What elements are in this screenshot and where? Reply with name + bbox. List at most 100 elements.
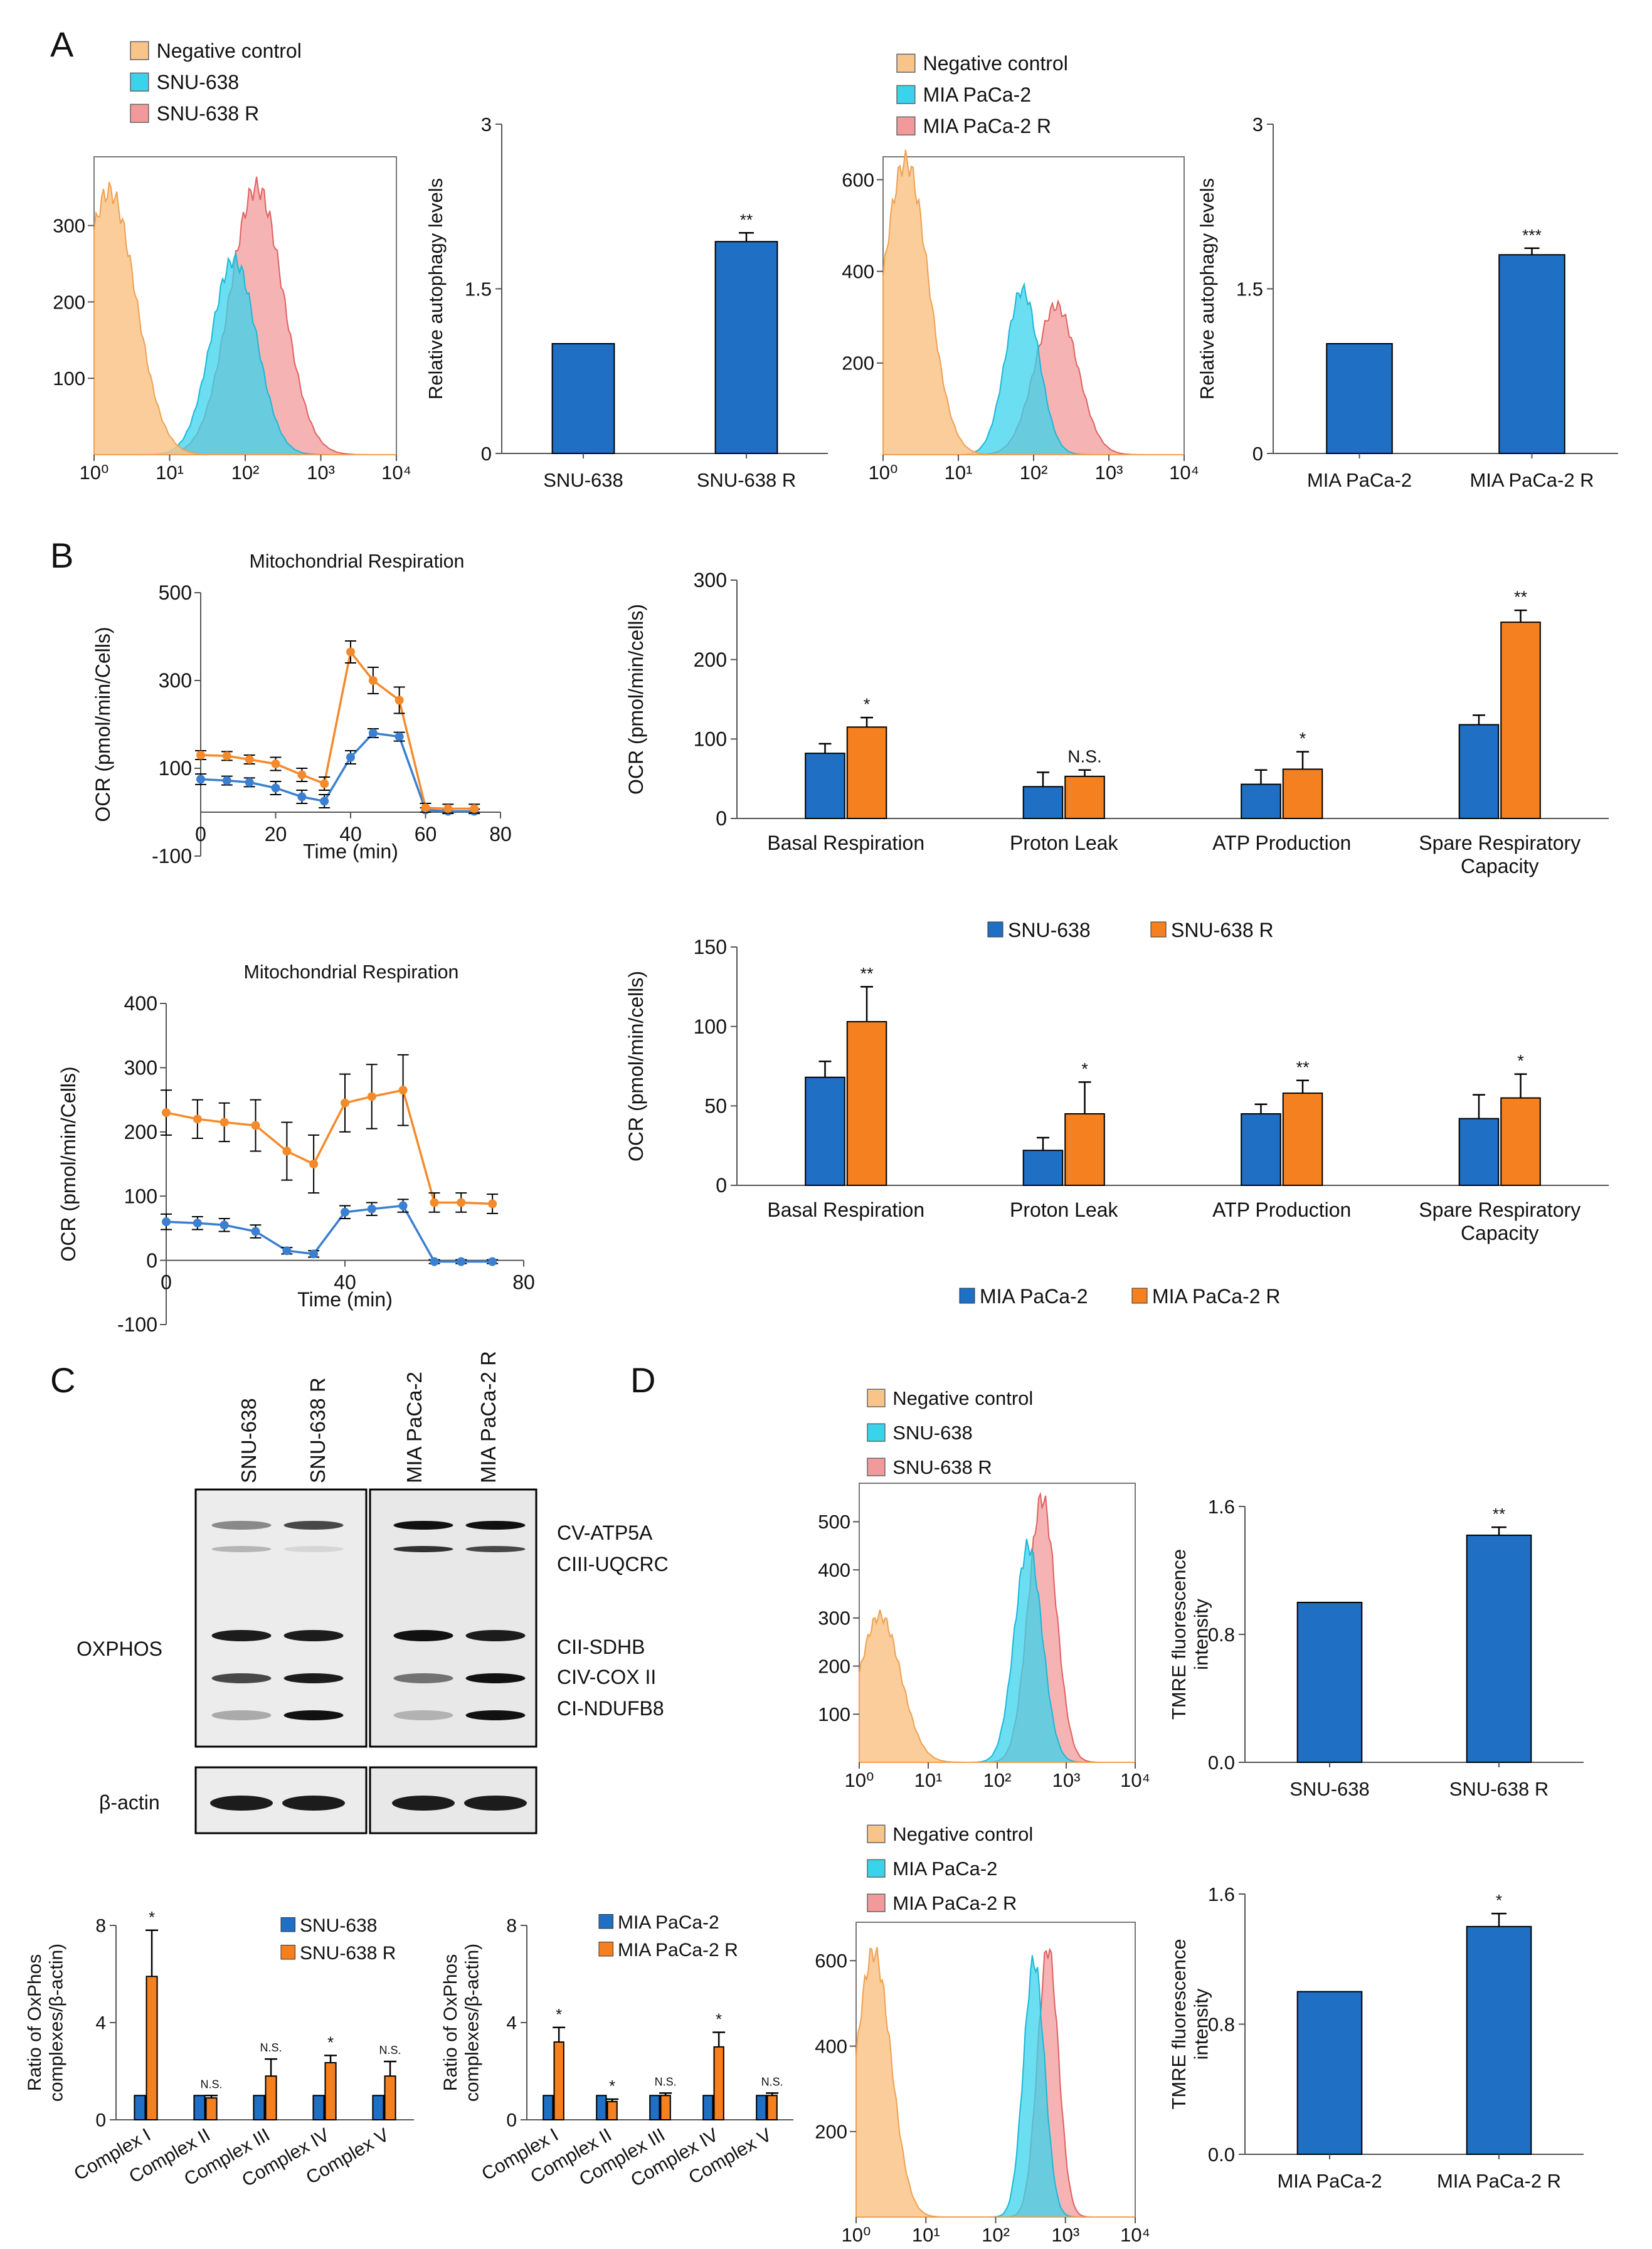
data-point	[309, 1249, 319, 1259]
series-line	[200, 649, 475, 810]
data-point	[271, 783, 280, 793]
legend-label: SNU-638 R	[892, 1456, 992, 1478]
y-tick-label: 0	[481, 443, 492, 465]
significance-label: N.S.	[761, 2075, 783, 2088]
significance-label: N.S.	[201, 2078, 223, 2090]
y-axis-label: Ratio of OxPhos	[24, 1954, 45, 2091]
bar	[253, 2095, 265, 2120]
data-point	[309, 1160, 319, 1168]
x-tick-label: 10²	[231, 462, 260, 484]
significance-label: N.S.	[655, 2075, 677, 2088]
x-tick-label: ATP Production	[1212, 832, 1351, 854]
y-axis-label: intensity	[1190, 1599, 1212, 1670]
x-tick-label: SNU-638	[543, 469, 623, 491]
blot-band	[465, 1673, 526, 1683]
blot-band	[465, 1521, 526, 1530]
legend: Negative control SNU-638 SNU-638 R	[867, 1387, 1033, 1478]
western-blot: SNU-638 SNU-638 R MIA PaCa-2 MIA PaCa-2 …	[77, 1351, 669, 1834]
significance-label: **	[1514, 587, 1528, 606]
legend-label: MIA PaCa-2	[892, 1858, 997, 1880]
y-tick-label: 500	[159, 581, 192, 604]
significance-label: *	[1300, 729, 1306, 748]
legend-swatch	[867, 1458, 886, 1476]
y-tick-label: 0	[716, 807, 727, 830]
y-axis-label: OCR (pmol/min/cells)	[625, 971, 647, 1162]
x-tick-label: 40	[339, 823, 362, 845]
legend-swatch	[867, 1893, 886, 1912]
x-tick-label: SNU-638 R	[1449, 1778, 1549, 1800]
y-axis-label: Relative autophagy levels	[1196, 178, 1218, 400]
bar	[312, 2095, 325, 2120]
legend-swatch	[130, 72, 149, 92]
data-point	[196, 751, 205, 759]
band-label-ndufb8: CI-NDUFB8	[557, 1697, 664, 1720]
legend: Negative control SNU-638 SNU-638 R	[130, 40, 302, 125]
y-axis-label: complexes/β-actin)	[462, 1944, 483, 2102]
data-point	[394, 696, 404, 705]
panel-label-a: A	[50, 24, 74, 64]
y-tick-label: 0.8	[1208, 1624, 1235, 1646]
data-point	[341, 1098, 349, 1108]
x-tick-label: Capacity	[1461, 855, 1539, 877]
y-axis-label: OCR (pmol/min/Cells)	[57, 1066, 80, 1261]
legend-swatch	[867, 1824, 886, 1843]
legend-label: Negative control	[892, 1387, 1033, 1409]
blot-band	[392, 1796, 455, 1811]
x-tick-label: Capacity	[1461, 1222, 1539, 1244]
y-tick-label: 4	[506, 2013, 517, 2034]
x-tick-label: 10²	[1020, 462, 1048, 484]
row-label-oxphos: OXPHOS	[77, 1638, 162, 1660]
line-chart: -100 100 300 500 0 20 40 60 80 Mitochondrial Resp…	[92, 551, 512, 867]
legend-label: SNU-638	[157, 71, 240, 93]
legend-label: SNU-638	[300, 1915, 377, 1936]
lane-label-mia: MIA PaCa-2	[403, 1372, 426, 1483]
x-tick-label: 10¹	[912, 2224, 940, 2246]
data-point	[367, 1204, 376, 1214]
x-tick-label: Basal Respiration	[767, 832, 924, 854]
blot-band	[393, 1710, 453, 1720]
data-point	[193, 1219, 202, 1228]
legend-swatch	[280, 1945, 295, 1960]
bar	[205, 2097, 218, 2120]
x-tick-label: 10²	[983, 1769, 1012, 1791]
x-tick-label: 10³	[1052, 1769, 1081, 1791]
blot-band	[210, 1796, 273, 1811]
y-tick-label: 300	[818, 1607, 850, 1629]
legend-label: MIA PaCa-2 R	[1152, 1285, 1281, 1308]
chart-title: Mitochondrial Respiration	[244, 961, 459, 983]
x-tick-label: 10³	[1095, 462, 1123, 484]
x-tick-label: 60	[415, 823, 437, 845]
bar	[846, 1021, 887, 1186]
x-tick-label: Spare Respiratory	[1419, 1199, 1581, 1221]
blot-band	[465, 1630, 526, 1641]
legend-swatch	[896, 53, 916, 73]
flow-histogram: 100 200 300 10⁰ 10¹ 10² 10³ 10⁴	[53, 156, 411, 484]
bar	[324, 2061, 337, 2120]
bar	[372, 2095, 384, 2120]
y-tick-label: 0.0	[1208, 2144, 1235, 2166]
legend-swatch	[598, 1942, 613, 1957]
x-tick-label: Proton Leak	[1010, 1199, 1119, 1221]
data-point	[457, 1198, 466, 1207]
bar	[543, 2095, 554, 2120]
bar	[766, 2095, 778, 2120]
data-point	[282, 1246, 292, 1256]
bar	[1498, 254, 1565, 454]
data-point	[470, 804, 479, 813]
bar	[551, 343, 615, 454]
significance-label: N.S.	[1067, 747, 1101, 766]
y-axis-label: OCR (pmol/min/cells)	[625, 604, 647, 795]
bar	[1064, 1113, 1105, 1186]
blot-band	[283, 1546, 344, 1552]
y-tick-label: 0.0	[1208, 1752, 1235, 1774]
legend-label: MIA PaCa-2	[618, 1912, 719, 1933]
y-axis-label: TMRE fluorescence	[1168, 1549, 1190, 1720]
y-tick-label: 100	[694, 728, 727, 751]
legend-swatch	[130, 103, 149, 123]
significance-label: *	[864, 694, 871, 714]
significance-label: *	[609, 2078, 615, 2095]
y-tick-label: 100	[159, 757, 192, 780]
legend-label: SNU-638 R	[1171, 919, 1274, 941]
blot-band	[465, 1710, 526, 1720]
bar	[1064, 775, 1105, 820]
